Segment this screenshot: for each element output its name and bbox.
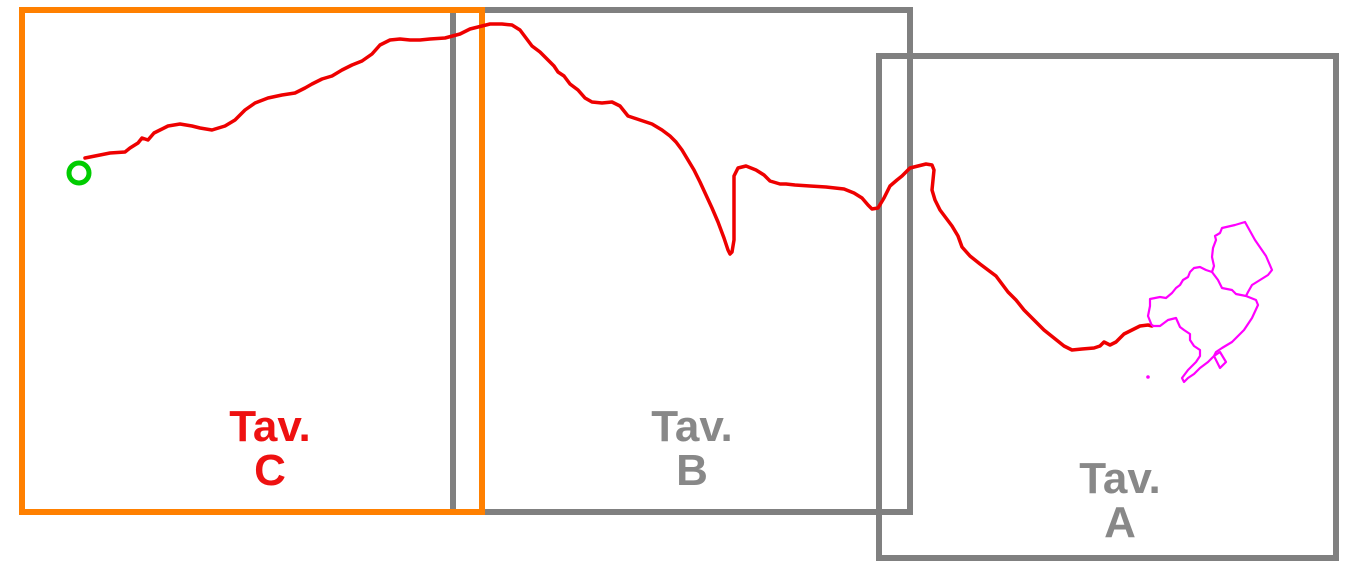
tile-label-a: Tav. A: [1060, 457, 1180, 545]
tile-label-a-line2: A: [1104, 498, 1136, 547]
tile-label-b: Tav. B: [632, 405, 752, 493]
destination-point-marker: [1146, 375, 1150, 379]
destination-area-spur: [1213, 350, 1228, 370]
tile-frame-c[interactable]: [19, 7, 485, 515]
tile-label-a-line1: Tav.: [1079, 454, 1161, 503]
tile-frame-a[interactable]: [876, 53, 1339, 561]
route-track: [83, 22, 1154, 352]
start-marker[interactable]: [66, 160, 92, 186]
destination-area-inner: [1211, 271, 1247, 298]
tile-frame-b[interactable]: [450, 7, 913, 515]
tile-label-c: Tav. C: [210, 405, 330, 493]
tile-label-b-line1: Tav.: [651, 402, 733, 451]
tile-label-c-line1: Tav.: [229, 402, 311, 451]
tile-label-c-line2: C: [254, 446, 286, 495]
destination-area-outline: [1146, 220, 1274, 384]
tile-label-b-line2: B: [676, 446, 708, 495]
